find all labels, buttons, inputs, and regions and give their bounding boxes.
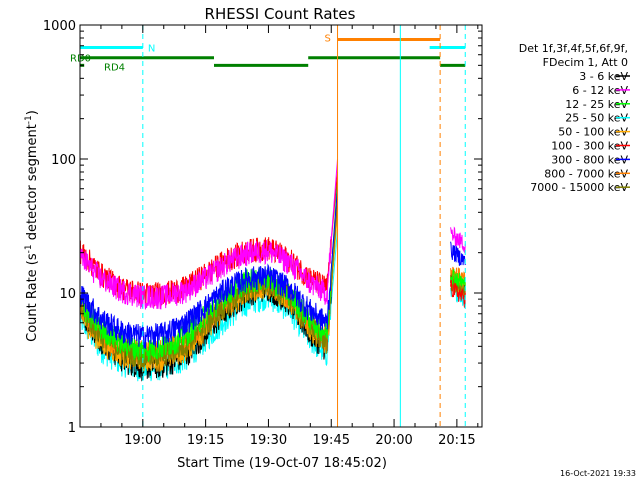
legend-entry-6: 300 - 800 keV [551, 153, 628, 166]
x-tick-label-90: 20:15 [438, 433, 475, 448]
x-tick-label-60: 19:45 [313, 433, 350, 448]
legend-entry-0: 3 - 6 keV [579, 70, 628, 83]
legend-header-1: Det 1f,3f,4f,5f,6f,9f, [519, 42, 628, 55]
legend-entry-5: 100 - 300 keV [551, 140, 628, 153]
legend-entry-1: 6 - 12 keV [572, 84, 628, 97]
data-layer [79, 158, 466, 382]
y-axis-label-sup1: -1 [24, 244, 34, 253]
flag-bars: N S RD0 RD4 [70, 33, 466, 73]
legend-entry-8: 7000 - 15000 keV [530, 181, 628, 194]
y-tick-label-1000: 1000 [43, 19, 76, 34]
legend-entry-7: 800 - 7000 keV [544, 167, 628, 180]
series-line-2 [79, 179, 466, 362]
y-axis-label-end: ) [25, 110, 40, 115]
x-tick-label-75: 20:00 [375, 433, 412, 448]
x-axis-label: Start Time (19-Oct-07 18:45:02) [177, 456, 387, 471]
y-axis-label-main: Count Rate (s [25, 253, 40, 342]
flag-label-N: N [148, 43, 155, 54]
plot-frame [79, 24, 483, 428]
footer-timestamp: 16-Oct-2021 19:33 [560, 469, 636, 478]
y-axis-label-sup2: -1 [24, 115, 34, 124]
x-tick-label-15: 19:00 [124, 433, 161, 448]
x-tick-label-45: 19:30 [250, 433, 287, 448]
chart-title: RHESSI Count Rates [205, 5, 356, 23]
series-line-6 [79, 188, 466, 349]
axes: 19:00 19:15 19:30 19:45 20:00 20:15 1 10 100 1000 [43, 19, 482, 448]
y-tick-label-10: 10 [59, 287, 76, 302]
legend-entry-4: 50 - 100 keV [558, 126, 628, 139]
legend-entry-2: 12 - 25 keV [565, 98, 628, 111]
y-axis-label-mid: detector segment [25, 124, 40, 244]
x-tick-label-30: 19:15 [187, 433, 224, 448]
legend-entry-3: 25 - 50 keV [565, 112, 628, 125]
flag-label-RD0: RD0 [70, 54, 91, 65]
legend: Det 1f,3f,4f,5f,6f,9f, FDecim 1, Att 0 2… [519, 42, 630, 194]
y-tick-label-100: 100 [51, 153, 76, 168]
series-line-1 [79, 158, 466, 310]
flag-label-S: S [325, 33, 331, 44]
y-axis-label: Count Rate (s-1 detector segment-1) [24, 110, 40, 342]
y-tick-label-1: 1 [68, 421, 76, 436]
legend-header-2: FDecim 1, Att 0 [543, 56, 628, 69]
flag-label-RD4: RD4 [104, 62, 125, 73]
